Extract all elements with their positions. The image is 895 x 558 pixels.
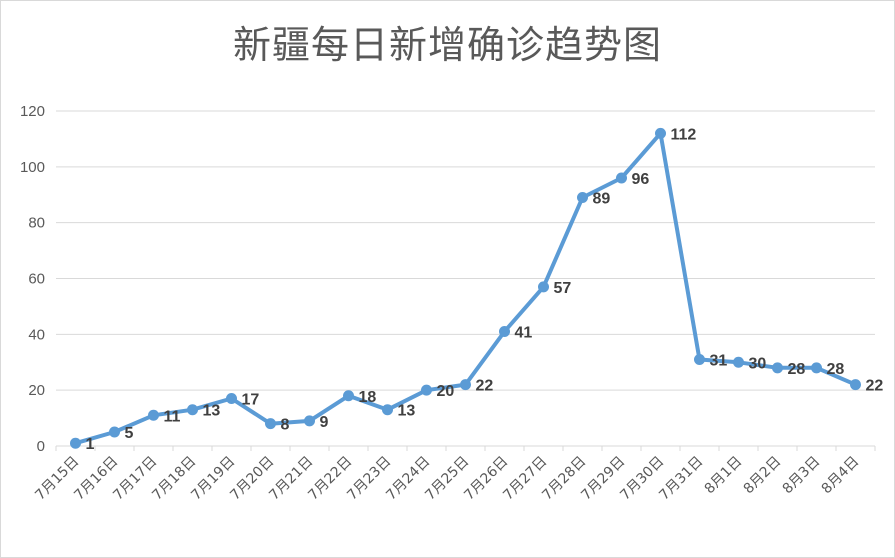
- data-point: [694, 353, 705, 365]
- data-label: 57: [554, 280, 572, 297]
- y-tick-label: 100: [20, 159, 45, 176]
- data-point: [421, 384, 432, 396]
- y-tick-label: 40: [28, 326, 45, 343]
- data-label: 28: [827, 361, 845, 378]
- x-tick-label: 7月31日: [656, 454, 706, 504]
- data-label: 5: [125, 425, 134, 442]
- data-point: [265, 418, 276, 430]
- data-label: 17: [242, 392, 260, 409]
- data-label: 9: [320, 414, 329, 431]
- x-tick-label: 8月2日: [741, 454, 785, 498]
- y-tick-label: 120: [20, 103, 45, 120]
- data-point: [499, 326, 510, 338]
- data-label: 28: [788, 361, 806, 378]
- x-axis-ticks: 7月15日7月16日7月17日7月18日7月19日7月20日7月21日7月22日…: [32, 454, 862, 504]
- x-tick-label: 8月3日: [780, 454, 824, 498]
- data-label: 13: [398, 403, 416, 420]
- data-label: 20: [437, 383, 455, 400]
- data-label: 112: [671, 126, 697, 143]
- x-tick-label: 8月1日: [702, 454, 746, 498]
- data-label: 96: [632, 171, 650, 188]
- data-label: 31: [710, 352, 728, 369]
- data-point: [538, 281, 549, 293]
- data-point: [304, 415, 315, 427]
- data-label: 11: [164, 408, 181, 425]
- y-tick-label: 20: [28, 382, 45, 399]
- data-point: [577, 192, 588, 204]
- data-label: 18: [359, 389, 377, 406]
- data-point: [226, 393, 237, 405]
- data-label: 22: [866, 378, 884, 395]
- data-point: [772, 362, 783, 374]
- y-tick-label: 80: [28, 215, 45, 232]
- data-label: 41: [515, 325, 533, 342]
- data-point: [109, 426, 120, 438]
- y-tick-label: 60: [28, 271, 45, 288]
- data-point: [811, 362, 822, 374]
- data-point: [148, 409, 159, 421]
- data-point: [187, 404, 198, 416]
- data-point: [460, 379, 471, 391]
- x-axis: [55, 445, 876, 451]
- x-tick-label: 8月4日: [819, 454, 863, 498]
- data-point: [850, 379, 861, 391]
- gridlines: [56, 110, 875, 391]
- data-point: [733, 356, 744, 368]
- chart-title: 新疆每日新增确诊趋势图: [232, 23, 662, 67]
- series-line: [73, 131, 858, 446]
- data-label: 22: [476, 378, 494, 395]
- data-point: [343, 390, 354, 402]
- data-label: 30: [749, 355, 767, 372]
- data-label: 8: [281, 417, 290, 434]
- data-point: [70, 437, 81, 449]
- series-line-group: [70, 127, 861, 449]
- data-label: 89: [593, 191, 611, 208]
- data-point: [382, 404, 393, 416]
- data-label: 13: [203, 403, 221, 420]
- data-label: 1: [86, 436, 95, 453]
- data-point: [655, 127, 666, 139]
- y-tick-label: 0: [37, 438, 45, 455]
- data-point: [616, 172, 627, 184]
- y-axis-ticks: 0 20 40 60 80 100 120: [20, 103, 45, 455]
